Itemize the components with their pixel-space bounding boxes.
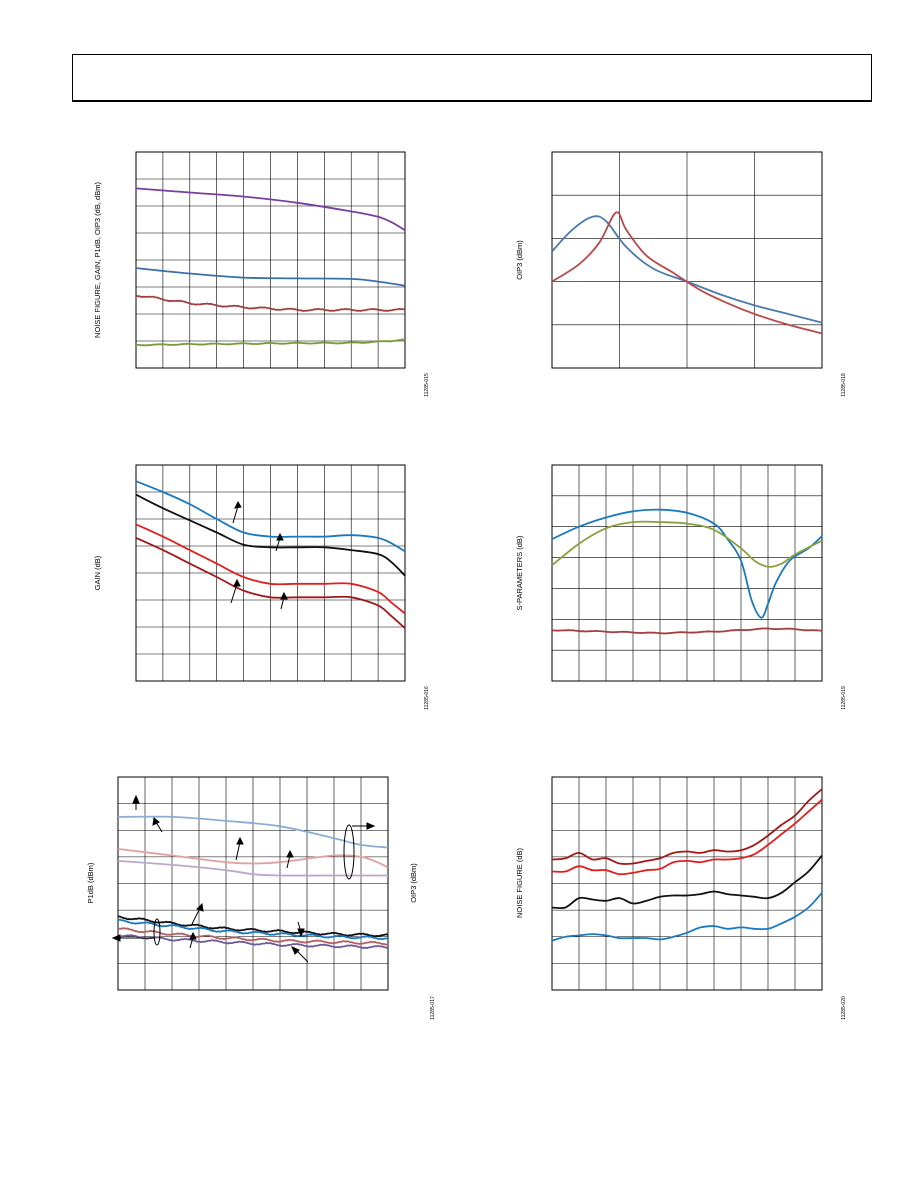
figure-id: 11285-019 (841, 686, 847, 710)
series-line-7 (117, 934, 389, 949)
series-line-2 (551, 520, 823, 568)
arrow-14-head (291, 946, 300, 955)
y-axis-label-right: OIP3 (dBm) (409, 863, 418, 903)
arrow-11-head (196, 902, 204, 912)
chart-s-parameters: S-PARAMETERS (dB) 11285-019 (515, 464, 847, 710)
series-line-4 (135, 338, 406, 347)
series-line-1 (551, 215, 823, 324)
p1db-bracket (153, 918, 161, 946)
annotation-marks (111, 794, 376, 963)
series-line-3 (551, 854, 823, 910)
series-line-1 (117, 815, 389, 849)
series-line-2 (135, 267, 406, 287)
series-line-6 (117, 927, 389, 946)
arrow-3 (230, 583, 238, 604)
arrow-9-head (366, 822, 376, 830)
arrow-2-head (276, 532, 284, 541)
figure-id: 11285-016 (424, 686, 430, 710)
arrow-10-head (111, 934, 121, 942)
series-line-1 (135, 480, 406, 553)
annotation-arrows (230, 500, 288, 610)
arrow-7 (235, 841, 241, 861)
plot-grid (136, 465, 405, 681)
plot-series (135, 187, 406, 347)
plot-series (135, 480, 406, 629)
plot-series (551, 211, 823, 335)
series-line-3 (117, 860, 388, 877)
plot-series (551, 508, 823, 635)
chart-noise-gain-p1db-oip3: NOISE FIGURE, GAIN, P1dB, OIP3 (dB, dBm)… (93, 151, 430, 397)
y-axis-label: P1dB (dBm) (86, 862, 95, 903)
arrow-13-head (297, 928, 305, 938)
series-line-5 (117, 918, 389, 941)
plot-grid (136, 152, 405, 368)
series-line-3 (135, 294, 406, 312)
arrow-7-head (236, 836, 244, 845)
figure-id: 11285-018 (841, 373, 847, 397)
figure-id: 11285-017 (430, 996, 436, 1020)
arrow-3-head (233, 578, 241, 587)
arrow-14 (295, 949, 309, 963)
chart-gain: GAIN (dB) 11285-016 (93, 464, 430, 710)
page-header-box (72, 54, 872, 102)
y-axis-label: NOISE FIGURE, GAIN, P1dB, OIP3 (dB, dBm) (93, 182, 102, 338)
arrow-11 (191, 907, 201, 925)
chart-p1db-oip3: P1dB (dBm) OIP3 (dBm) 11285-017 (86, 776, 436, 1020)
arrow-12-head (189, 931, 197, 940)
arrow-6-head (152, 817, 160, 826)
series-line-1 (551, 788, 823, 865)
plot-series (551, 788, 823, 942)
y-axis-label: GAIN (dB) (93, 555, 102, 590)
plot-grid (118, 777, 388, 990)
plot-grid (552, 465, 822, 681)
figure-id: 11285-020 (841, 996, 847, 1020)
plot-grid (552, 777, 822, 990)
plot-series (117, 815, 389, 949)
arrow-8-head (286, 849, 294, 858)
arrow-6 (155, 821, 163, 833)
series-line-4 (551, 892, 823, 942)
chart-noise-figure: NOISE FIGURE (dB) 11285-020 (515, 776, 847, 1020)
series-line-3 (135, 523, 406, 615)
arrow-4-head (280, 591, 288, 600)
series-line-1 (551, 508, 823, 619)
y-axis-label: S-PARAMETERS (dB) (515, 535, 524, 610)
series-line-2 (117, 848, 389, 869)
series-line-2 (551, 798, 823, 876)
chart-oip3: OIP3 (dBm) 11285-018 (515, 151, 847, 397)
series-line-4 (117, 915, 389, 938)
plot-grid (552, 152, 822, 368)
y-axis-label: OIP3 (dBm) (515, 240, 524, 280)
arrow-1 (232, 505, 239, 524)
y-axis-label: NOISE FIGURE (dB) (515, 847, 524, 918)
series-line-3 (551, 627, 823, 635)
arrow-5-head (132, 794, 140, 804)
figure-id: 11285-015 (424, 373, 430, 397)
series-line-2 (551, 211, 823, 335)
series-line-2 (135, 493, 406, 577)
series-line-1 (135, 187, 406, 232)
oip3-bracket (343, 824, 355, 880)
arrow-1-head (234, 500, 242, 509)
